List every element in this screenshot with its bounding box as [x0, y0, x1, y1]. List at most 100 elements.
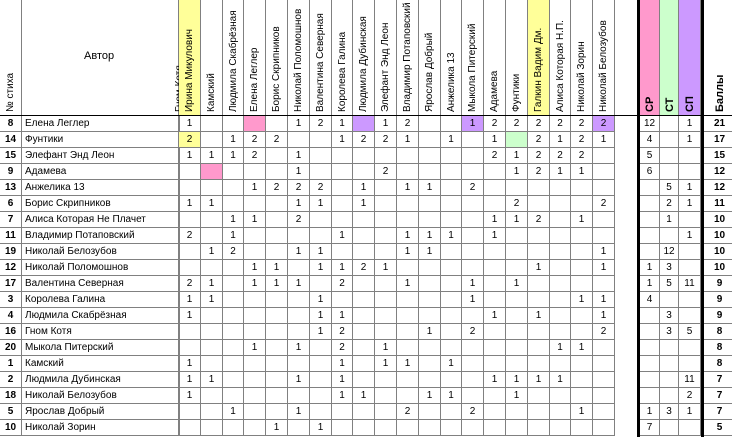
vote-cell: 2	[462, 324, 484, 340]
vote-cell	[550, 324, 571, 340]
vote-cell: 1	[266, 420, 288, 436]
vote-cell	[288, 420, 310, 436]
vote-cell	[201, 404, 223, 420]
vote-cell	[550, 260, 571, 276]
vote-cell	[441, 324, 462, 340]
vote-cell	[332, 420, 353, 436]
vote-cell: 1	[310, 324, 332, 340]
vote-cell: 1	[266, 276, 288, 292]
vote-cell	[441, 116, 462, 132]
row-number: 4	[0, 308, 22, 324]
vote-cell	[375, 372, 397, 388]
vote-cell	[375, 420, 397, 436]
vote-cell: 1	[201, 196, 223, 212]
vote-cell	[266, 116, 288, 132]
vote-cell	[332, 244, 353, 260]
vote-cell	[310, 228, 332, 244]
vote-cell	[462, 420, 484, 436]
extra-cell	[679, 420, 701, 436]
vote-cell	[375, 292, 397, 308]
vote-cell: 1	[375, 340, 397, 356]
extra-cell	[679, 244, 701, 260]
vote-cell: 2	[375, 164, 397, 180]
vote-cell	[441, 212, 462, 228]
vote-cell	[375, 276, 397, 292]
vote-cell: 1	[179, 196, 201, 212]
extra-cell: 12	[660, 244, 679, 260]
vote-cell	[550, 196, 571, 212]
vote-cell: 2	[397, 116, 419, 132]
vote-cell: 1	[223, 212, 244, 228]
row-author: Николай Белозубов	[22, 244, 179, 260]
vote-cell	[593, 356, 615, 372]
vote-cell	[419, 196, 441, 212]
vote-cell	[419, 356, 441, 372]
score-cell: 11	[704, 196, 732, 212]
vote-cell	[201, 180, 223, 196]
vote-cell: 1	[310, 260, 332, 276]
vote-cell	[571, 324, 593, 340]
vote-cell	[332, 196, 353, 212]
vote-cell	[593, 388, 615, 404]
score-cell: 7	[704, 388, 732, 404]
vote-cell: 2	[223, 244, 244, 260]
extra-cell: 3	[660, 404, 679, 420]
vote-cell: 1	[244, 260, 266, 276]
vote-cell	[310, 372, 332, 388]
vote-cell	[550, 420, 571, 436]
vote-cell	[223, 180, 244, 196]
vote-cell	[397, 372, 419, 388]
vote-cell	[419, 420, 441, 436]
vote-cell: 2	[332, 276, 353, 292]
extra-cell	[660, 148, 679, 164]
vote-cell	[550, 276, 571, 292]
vote-cell	[353, 212, 375, 228]
vote-cell	[179, 244, 201, 260]
header-voter-8: Королева Галина	[332, 0, 353, 116]
header-label: Ярослав Добрый	[424, 32, 435, 112]
vote-cell	[353, 292, 375, 308]
score-cell: 7	[704, 372, 732, 388]
score-cell: 5	[704, 420, 732, 436]
vote-cell: 1	[593, 244, 615, 260]
vote-cell: 1	[397, 132, 419, 148]
vote-cell: 1	[375, 116, 397, 132]
vote-cell	[484, 340, 506, 356]
vote-cell	[593, 148, 615, 164]
header-label: Ирина Микулович	[184, 29, 195, 112]
vote-cell: 1	[353, 388, 375, 404]
row-author: Людмила Скабрёзная	[22, 308, 179, 324]
vote-cell	[593, 228, 615, 244]
vote-cell: 1	[397, 244, 419, 260]
extra-cell	[660, 356, 679, 372]
row-number: 15	[0, 148, 22, 164]
extra-cell: 3	[660, 260, 679, 276]
vote-cell: 1	[179, 148, 201, 164]
vote-cell	[462, 132, 484, 148]
vote-cell	[179, 420, 201, 436]
vote-cell	[179, 324, 201, 340]
vote-cell: 2	[528, 132, 550, 148]
vote-cell	[462, 212, 484, 228]
vote-cell	[506, 244, 528, 260]
vote-cell	[288, 356, 310, 372]
vote-cell	[550, 404, 571, 420]
vote-cell: 1	[593, 260, 615, 276]
vote-cell	[528, 356, 550, 372]
vote-cell	[397, 148, 419, 164]
extra-cell	[660, 164, 679, 180]
vote-cell	[310, 340, 332, 356]
vote-cell	[266, 372, 288, 388]
vote-cell	[332, 212, 353, 228]
vote-cell: 2	[288, 212, 310, 228]
vote-cell: 2	[528, 148, 550, 164]
header-voter-18: Алиса Которая Н.П.	[550, 0, 571, 116]
vote-cell	[397, 164, 419, 180]
vote-cell	[266, 148, 288, 164]
vote-cell	[419, 308, 441, 324]
extra-cell	[660, 420, 679, 436]
row-number: 1	[0, 356, 22, 372]
extra-cell: 11	[679, 372, 701, 388]
vote-cell	[419, 148, 441, 164]
vote-cell	[223, 164, 244, 180]
